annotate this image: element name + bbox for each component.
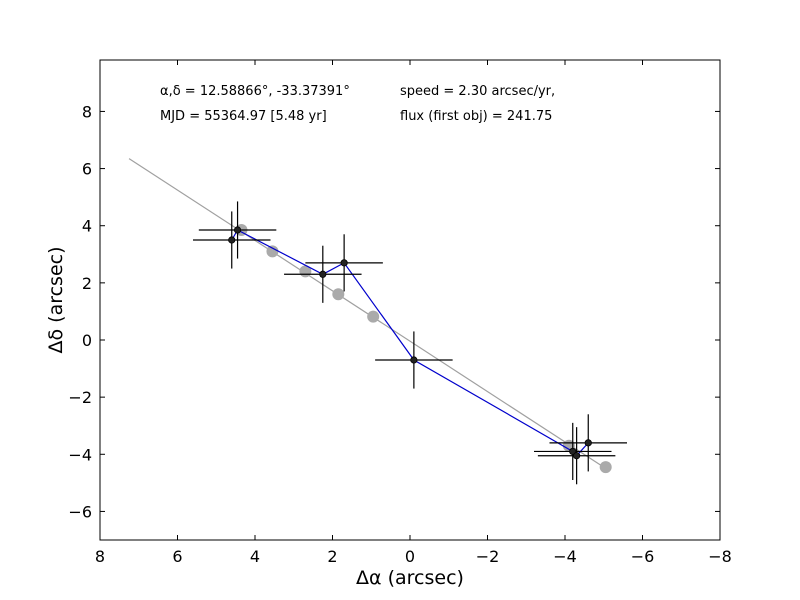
model-point: [332, 288, 345, 301]
observation-point: [340, 259, 348, 267]
fit-line-group: [128, 158, 605, 468]
x-tick-label: −2: [476, 547, 500, 566]
model-point: [367, 310, 380, 323]
observation-point: [573, 452, 581, 460]
annotation-mjd: MJD = 55364.97 [5.48 yr]: [160, 109, 327, 124]
x-tick-label: 0: [405, 547, 415, 566]
fit-line: [128, 158, 605, 468]
x-axis-label: Δα (arcsec): [356, 567, 464, 589]
x-tick-label: 2: [327, 547, 337, 566]
y-tick-label: 4: [82, 217, 92, 236]
observation-point: [584, 439, 592, 447]
x-tick-label: −4: [553, 547, 577, 566]
annotation-speed: speed = 2.30 arcsec/yr,: [400, 84, 555, 99]
observation-point: [319, 270, 327, 278]
y-tick-label: 6: [82, 160, 92, 179]
plot-frame: [99, 59, 721, 541]
x-tick-label: −6: [631, 547, 655, 566]
x-tick-label: −8: [708, 547, 732, 566]
annotation-coords: α,δ = 12.58866°, -33.37391°: [160, 84, 350, 99]
x-tick-label: 8: [95, 547, 105, 566]
model-point: [599, 461, 612, 474]
y-tick-label: −6: [68, 502, 92, 521]
observation-point: [233, 226, 242, 234]
y-tick-label: 0: [82, 331, 92, 350]
y-axis-label: Δδ (arcsec): [45, 246, 67, 353]
x-axis-ticks: 8 6 4 2 0 −2 −4 −6 −8: [95, 60, 732, 566]
y-tick-label: −4: [68, 445, 92, 464]
annotation-flux: flux (first obj) = 241.75: [400, 109, 552, 124]
y-tick-label: −2: [68, 388, 92, 407]
model-point: [266, 245, 279, 258]
x-tick-label: 6: [172, 547, 182, 566]
y-tick-label: 8: [82, 102, 92, 121]
y-tick-label: 2: [82, 274, 92, 293]
observation-points-group: [228, 226, 592, 460]
y-axis-ticks: 8 6 4 2 0 −2 −4 −6: [68, 102, 720, 521]
observation-point: [228, 236, 236, 244]
error-bars-group: [193, 201, 627, 485]
x-tick-label: 4: [250, 547, 260, 566]
observation-point: [410, 356, 418, 364]
